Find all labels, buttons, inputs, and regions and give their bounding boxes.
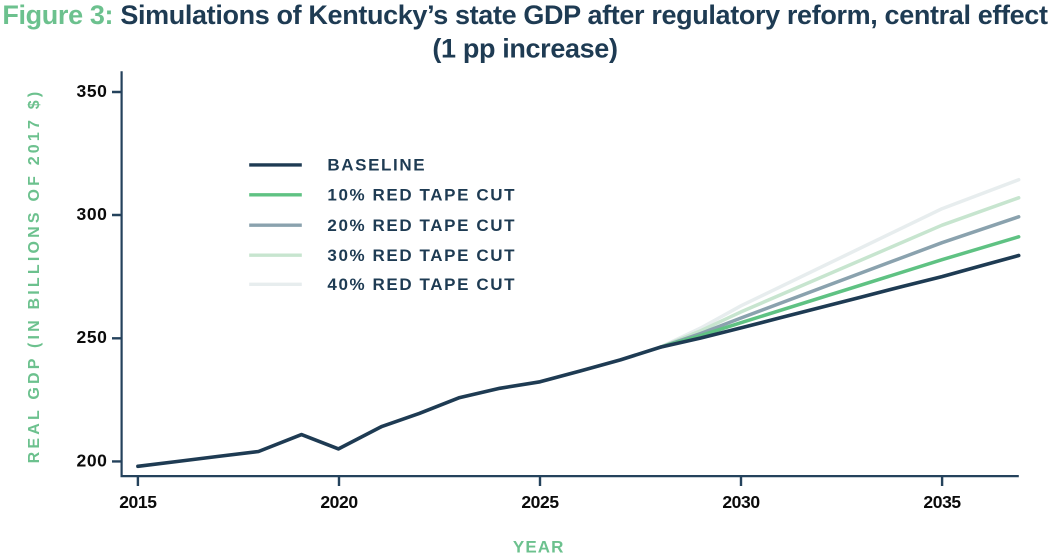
svg-text:(1 pp increase): (1 pp increase) [432, 34, 617, 64]
svg-text:2030: 2030 [722, 492, 760, 512]
svg-text:2025: 2025 [521, 492, 559, 512]
svg-text:250: 250 [77, 327, 108, 347]
svg-text:20% RED TAPE CUT: 20% RED TAPE CUT [327, 216, 516, 235]
svg-text:40% RED TAPE CUT: 40% RED TAPE CUT [327, 275, 516, 294]
svg-text:2020: 2020 [320, 492, 358, 512]
svg-text:2035: 2035 [923, 492, 961, 512]
svg-text:30% RED TAPE CUT: 30% RED TAPE CUT [327, 246, 516, 265]
svg-text:REAL GDP (IN BILLIONS OF 2017: REAL GDP (IN BILLIONS OF 2017 $) [26, 89, 43, 464]
svg-text:Figure 3: Simulations of Kentu: Figure 3: Simulations of Kentucky’s stat… [2, 0, 1048, 30]
svg-text:200: 200 [77, 450, 108, 470]
svg-text:10% RED TAPE CUT: 10% RED TAPE CUT [327, 186, 516, 205]
svg-text:300: 300 [77, 204, 108, 224]
svg-text:350: 350 [77, 81, 108, 101]
svg-text:YEAR: YEAR [513, 537, 565, 555]
svg-text:BASELINE: BASELINE [327, 156, 426, 175]
svg-text:2015: 2015 [119, 492, 157, 512]
